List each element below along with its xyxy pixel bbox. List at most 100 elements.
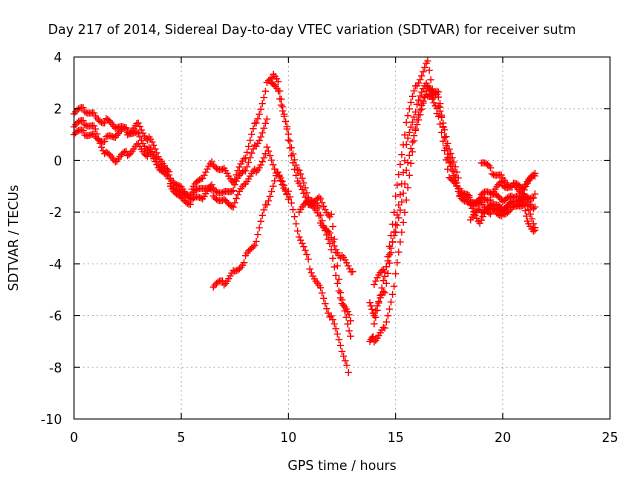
data-point <box>104 115 112 123</box>
data-point <box>179 195 187 203</box>
data-point <box>373 302 381 310</box>
data-point <box>387 244 395 252</box>
data-point <box>329 254 337 262</box>
data-point <box>297 182 305 190</box>
data-point <box>384 257 392 265</box>
data-point <box>450 172 458 180</box>
data-point <box>272 172 280 180</box>
data-point <box>214 278 222 286</box>
data-point <box>445 145 453 153</box>
data-point <box>254 231 262 239</box>
data-point <box>505 182 513 190</box>
data-point <box>529 194 537 202</box>
data-point <box>390 232 398 240</box>
data-point <box>506 199 514 207</box>
data-point <box>73 128 81 136</box>
data-point <box>340 352 348 360</box>
data-point <box>151 154 159 162</box>
data-point <box>494 192 502 200</box>
data-point <box>295 166 303 174</box>
data-point <box>257 161 265 169</box>
data-point <box>212 195 220 203</box>
data-point <box>419 68 427 76</box>
data-point <box>476 219 484 227</box>
data-point <box>202 168 210 176</box>
data-point <box>344 308 352 316</box>
data-point <box>487 189 495 197</box>
data-point <box>424 57 432 65</box>
data-point <box>242 167 250 175</box>
data-point <box>324 235 332 243</box>
data-point <box>393 221 401 229</box>
data-point <box>508 197 516 205</box>
data-point <box>482 206 490 214</box>
data-point <box>153 157 161 165</box>
data-point <box>258 158 266 166</box>
data-point <box>398 198 406 206</box>
data-point <box>395 171 403 179</box>
x-tick-label: 0 <box>70 431 78 446</box>
data-point <box>260 154 268 162</box>
data-point <box>441 134 449 142</box>
data-point <box>91 125 99 133</box>
data-point <box>102 133 110 141</box>
data-point <box>347 317 355 325</box>
data-point <box>418 72 426 80</box>
data-point <box>529 205 537 213</box>
data-point <box>284 187 292 195</box>
data-point <box>404 134 412 142</box>
data-point <box>421 94 429 102</box>
data-point <box>404 112 412 120</box>
data-point <box>413 116 421 124</box>
data-point <box>191 187 199 195</box>
data-point <box>508 183 516 191</box>
data-point <box>212 188 220 196</box>
y-tick-label: -2 <box>49 206 62 221</box>
y-tick-label: 2 <box>54 103 62 118</box>
data-point <box>208 158 216 166</box>
data-point <box>410 87 418 95</box>
data-point <box>335 275 343 283</box>
data-point <box>79 127 87 135</box>
data-point <box>521 207 529 215</box>
data-point <box>408 92 416 100</box>
data-point <box>298 186 306 194</box>
data-point <box>162 165 170 173</box>
data-point <box>327 210 335 218</box>
data-point <box>119 149 127 157</box>
data-point <box>312 196 320 204</box>
data-point <box>405 128 413 136</box>
data-point <box>81 121 89 129</box>
data-point <box>385 305 393 313</box>
y-tick-label: -10 <box>41 413 62 428</box>
data-point <box>382 279 390 287</box>
data-point <box>381 268 389 276</box>
data-point <box>330 235 338 243</box>
data-point <box>231 181 239 189</box>
data-point <box>431 89 439 97</box>
data-point <box>338 347 346 355</box>
y-tick-label: -8 <box>49 361 62 376</box>
data-point <box>79 117 87 125</box>
data-point <box>396 206 404 214</box>
data-point <box>248 130 256 138</box>
data-point <box>263 201 271 209</box>
data-point <box>502 203 510 211</box>
data-point <box>416 76 424 84</box>
data-point <box>439 123 447 131</box>
data-point <box>301 246 309 254</box>
data-point <box>327 246 335 254</box>
data-point <box>531 172 539 180</box>
data-point <box>384 269 392 277</box>
data-point <box>487 164 495 172</box>
data-point <box>266 75 274 83</box>
data-point <box>369 333 377 341</box>
data-point <box>269 182 277 190</box>
data-point <box>529 171 537 179</box>
data-point <box>297 170 305 178</box>
data-point <box>329 222 337 230</box>
data-point <box>366 299 374 307</box>
data-point <box>398 151 406 159</box>
data-point <box>228 187 236 195</box>
data-point <box>323 305 331 313</box>
